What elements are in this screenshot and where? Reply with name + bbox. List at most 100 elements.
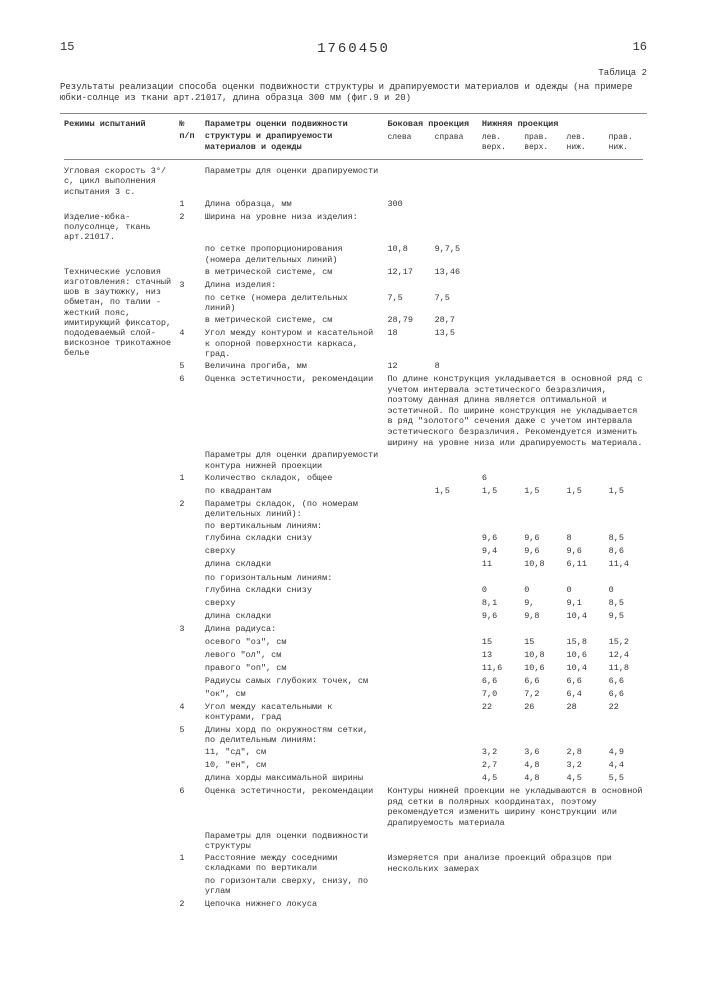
- value-cell: 1,5: [520, 485, 562, 498]
- regime-cell: [60, 532, 175, 545]
- value-cell: [431, 701, 478, 723]
- np-cell: [175, 243, 201, 265]
- regime-cell: [60, 498, 175, 520]
- value-cell: [520, 266, 562, 279]
- value-cell: [383, 498, 430, 520]
- value-cell: [478, 327, 520, 360]
- regime-cell: Изделие-юбка-полусолнце, ткань арт.21017…: [60, 211, 175, 244]
- value-cell: [563, 875, 605, 897]
- value-cell: 15: [478, 636, 520, 649]
- value-cell: [431, 875, 478, 897]
- np-cell: 2: [175, 211, 201, 244]
- table-row: длина хорды максимальной ширины4,54,84,5…: [60, 772, 647, 785]
- value-cell: [383, 636, 430, 649]
- value-cell: [383, 688, 430, 701]
- value-cell: [520, 360, 562, 373]
- value-cell: 3,6: [520, 746, 562, 759]
- param-cell: длина складки: [201, 558, 384, 571]
- value-cell: [478, 520, 520, 532]
- value-cell: [431, 772, 478, 785]
- value-cell: 9,5: [605, 610, 647, 623]
- value-cell: 8: [563, 532, 605, 545]
- value-cell: [563, 724, 605, 746]
- value-cell: 22: [605, 701, 647, 723]
- value-cell: [383, 623, 430, 636]
- value-cell: 8,6: [605, 545, 647, 558]
- value-cell: 8,5: [605, 597, 647, 610]
- param-cell: длина хорды максимальной ширины: [201, 772, 384, 785]
- regime-cell: [60, 636, 175, 649]
- value-cell: [605, 165, 647, 198]
- regime-cell: [60, 898, 175, 911]
- value-cell: [478, 292, 520, 314]
- np-cell: [175, 688, 201, 701]
- value-cell: [605, 327, 647, 360]
- col-b4: прав. ниж.: [605, 132, 647, 155]
- np-cell: [175, 545, 201, 558]
- regime-cell: [60, 875, 175, 897]
- value-cell: 6,6: [605, 688, 647, 701]
- value-cell: [383, 610, 430, 623]
- value-cell: 10,6: [563, 649, 605, 662]
- value-cell: 9,6: [478, 532, 520, 545]
- value-cell: 15,8: [563, 636, 605, 649]
- table-row: длина складки1110,86,1111,4: [60, 558, 647, 571]
- param-cell: 10, "ен", см: [201, 759, 384, 772]
- value-cell: 5,5: [605, 772, 647, 785]
- value-cell: 9,1: [563, 597, 605, 610]
- page-num-left: 15: [60, 40, 74, 58]
- table-row: 3Длина радиуса:: [60, 623, 647, 636]
- value-cell: [383, 675, 430, 688]
- table-row: Параметры для оценки драпируемости конту…: [60, 449, 647, 471]
- np-cell: [175, 165, 201, 198]
- value-cell: [563, 623, 605, 636]
- value-cell: [520, 472, 562, 485]
- value-cell: [605, 875, 647, 897]
- value-cell: 4,5: [478, 772, 520, 785]
- np-cell: [175, 314, 201, 327]
- param-cell: по квадрантам: [201, 485, 384, 498]
- value-cell: 7,0: [478, 688, 520, 701]
- value-cell: [478, 449, 520, 471]
- col-b3: лев. ниж.: [563, 132, 605, 155]
- value-cell: 11,8: [605, 662, 647, 675]
- header-row-1: Режимы испытаний № п/п Параметры оценки …: [60, 118, 647, 131]
- value-cell: [520, 292, 562, 314]
- value-cell: [383, 584, 430, 597]
- value-cell: 4,9: [605, 746, 647, 759]
- value-cell: [431, 198, 478, 211]
- value-cell: [563, 520, 605, 532]
- np-cell: [175, 662, 201, 675]
- regime-cell: [60, 545, 175, 558]
- param-cell: правого "оп", см: [201, 662, 384, 675]
- param-cell: Длины хорд по окружностям сетки, по дели…: [201, 724, 384, 746]
- regime-cell: [60, 243, 175, 265]
- value-cell: [605, 830, 647, 852]
- value-cell: [563, 498, 605, 520]
- value-cell: 9,8: [520, 610, 562, 623]
- col-side-proj: Боковая проекция: [383, 118, 477, 131]
- value-cell: 4,8: [520, 772, 562, 785]
- param-cell: по горизонтальным линиям:: [201, 572, 384, 584]
- value-cell: 9,6: [520, 545, 562, 558]
- np-cell: 5: [175, 360, 201, 373]
- value-cell: 6,11: [563, 558, 605, 571]
- value-cell: 26: [520, 701, 562, 723]
- param-cell: сверху: [201, 597, 384, 610]
- table-row: Технические условия изготовления: стачны…: [60, 266, 647, 279]
- value-cell: [431, 675, 478, 688]
- value-cell: 6: [478, 472, 520, 485]
- regime-cell: [60, 597, 175, 610]
- regime-cell: [60, 759, 175, 772]
- param-cell: сверху: [201, 545, 384, 558]
- value-cell: 13,5: [431, 327, 478, 360]
- table-row: сверху8,19,9,18,5: [60, 597, 647, 610]
- value-cell: [520, 520, 562, 532]
- regime-cell: [60, 785, 175, 830]
- value-cell: 0: [563, 584, 605, 597]
- value-cell: 9,: [520, 597, 562, 610]
- value-cell: [563, 472, 605, 485]
- np-cell: 2: [175, 498, 201, 520]
- table-row: "ок", см7,07,26,46,6: [60, 688, 647, 701]
- value-cell: [383, 165, 430, 198]
